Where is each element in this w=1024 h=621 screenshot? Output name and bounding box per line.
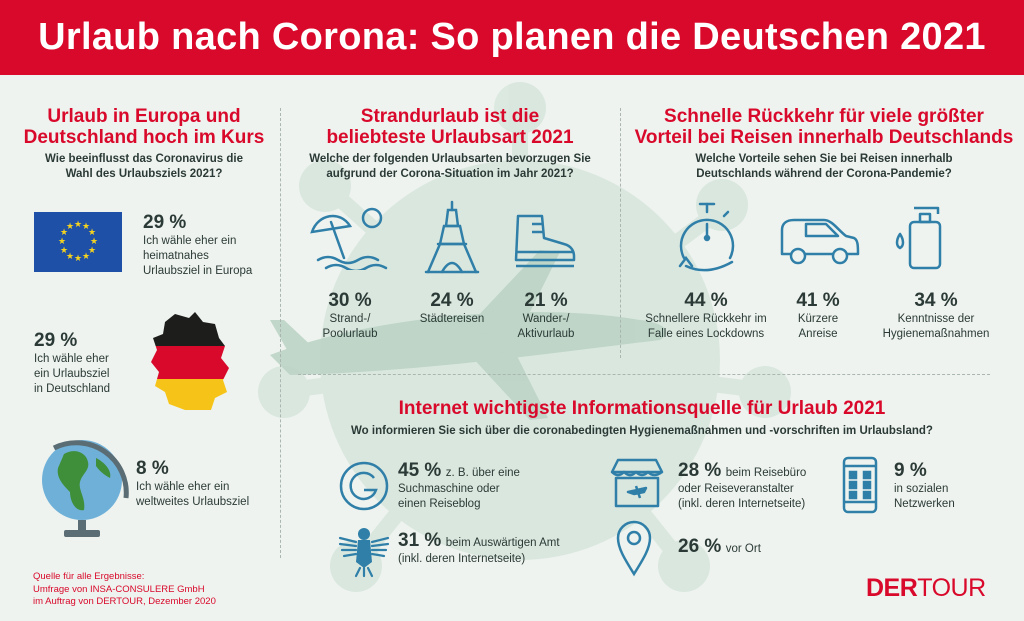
location-pin-icon [616,520,652,577]
section3-question: Welche Vorteile sehen Sie bei Reisen inn… [695,153,953,180]
section1-item-world: 8 % Ich wähle eher ein weltweites Urlaub… [136,458,276,510]
percentage: 29 % [143,212,187,233]
section1-heading: Urlaub in Europa und Deutschland hoch im… [23,106,265,148]
percentage: 8 % [136,458,169,479]
svg-text:★: ★ [60,228,68,238]
section2-heading: Strandurlaub ist die beliebteste Urlaubs… [326,106,574,148]
beach-umbrella-icon [310,207,388,270]
globe-icon [42,440,129,537]
section1-question: Wie beeinflusst das Coronavirus die Wahl… [45,153,243,180]
section4-heading: Internet wichtigste Informationsquelle f… [398,398,886,419]
source-note: Quelle für alle Ergebnisse: Umfrage von … [33,571,216,607]
percentage: 45 % [398,460,442,481]
percentage: 30 % [328,290,372,311]
divider-middle [620,108,621,358]
svg-text:★: ★ [60,246,68,256]
svg-text:★: ★ [74,254,82,264]
divider-left [280,108,281,558]
section3-heading: Schnelle Rückkehr für viele größter Vort… [634,106,1014,148]
car-icon [780,218,860,265]
section3-item-travel: 41 % Kürzere Anreise [770,290,866,342]
soap-dispenser-icon [895,206,942,270]
page-title: Urlaub nach Corona: So planen die Deutsc… [38,16,986,58]
section3-item-return: 44 % Schnellere Rückkehr im Falle eines … [636,290,776,342]
section1-item-germany: 29 % Ich wähle eher ein Urlaubsziel in D… [34,330,144,397]
percentage: 31 % [398,530,442,551]
eiffel-tower-icon [424,200,480,274]
svg-text:★: ★ [58,237,66,247]
hiking-boot-icon [514,214,576,268]
section4-item-search: 45 % z. B. über eine Suchmaschine oder e… [398,460,520,510]
section2-question: Welche der folgenden Urlaubsarten bevorz… [309,153,591,180]
svg-text:★: ★ [82,222,90,232]
section4-item-foreign-office: 31 % beim Auswärtigen Amt (inkl. deren I… [398,530,560,565]
section3-item-hygiene: 34 % Kenntnisse der Hygienemaßnahmen [866,290,1006,342]
svg-text:★: ★ [66,252,74,262]
svg-text:★: ★ [82,252,90,262]
title-banner: Urlaub nach Corona: So planen die Deutsc… [0,0,1024,75]
percentage: 34 % [914,290,958,311]
svg-text:★: ★ [74,220,82,230]
section4-item-onsite: 26 % vor Ort [678,536,761,557]
percentage: 21 % [524,290,568,311]
divider-horizontal [298,374,990,375]
svg-text:★: ★ [66,222,74,232]
federal-eagle-icon [338,528,390,578]
percentage: 24 % [430,290,474,311]
section2-item-beach: 30 % Strand-/ Poolurlaub [300,290,400,342]
svg-text:★: ★ [88,246,96,256]
dertour-logo: DERTOUR [866,574,986,602]
section4-question: Wo informieren Sie sich über die coronab… [351,425,933,437]
percentage: 29 % [34,330,78,351]
percentage: 41 % [796,290,840,311]
svg-text:★: ★ [90,237,98,247]
germany-map-icon [151,312,229,410]
percentage: 28 % [678,460,722,481]
percentage: 26 % [678,536,722,557]
section4-item-agency: 28 % beim Reisebüro oder Reiseveranstalt… [678,460,807,510]
percentage: 9 % [894,460,927,481]
section2-item-hiking: 21 % Wander-/ Aktivurlaub [496,290,596,342]
svg-text:★: ★ [88,228,96,238]
section4-item-social: 9 % in sozialen Netzwerken [894,460,1004,512]
section2-item-city: 24 % Städtereisen [402,290,502,327]
section1-item-europe: 29 % Ich wähle eher ein heimatnahes Urla… [143,212,278,279]
stopwatch-icon [678,202,735,272]
percentage: 44 % [684,290,728,311]
eu-flag-icon: ★ ★★ ★★★ ★★★ ★★★ [34,212,122,272]
travel-agency-icon [610,458,664,508]
search-engine-g-icon [339,461,389,511]
smartphone-icon [842,456,878,514]
